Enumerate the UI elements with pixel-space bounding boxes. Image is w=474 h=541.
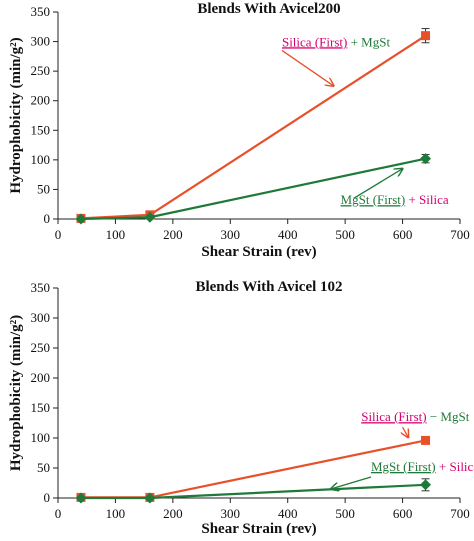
- data-point-silica-first: [421, 31, 431, 41]
- y-tick-label: 150: [31, 122, 51, 137]
- y-tick-label: 100: [31, 430, 51, 445]
- annotation-label-mgst-first: MgSt (First) + Silica: [341, 192, 449, 207]
- y-tick-label: 0: [44, 490, 51, 505]
- x-tick-label: 600: [393, 506, 413, 521]
- y-tick-label: 200: [31, 370, 51, 385]
- x-tick-label: 500: [335, 227, 355, 242]
- x-axis-label: Shear Strain (rev): [201, 521, 316, 537]
- series-line-mgst-first: [80, 157, 426, 221]
- annotation-arrow: [353, 169, 403, 199]
- x-tick-label: 200: [163, 506, 183, 521]
- annotation-label-mgst-first: MgSt (First) + Silica: [371, 459, 474, 474]
- y-tick-label: 300: [31, 34, 51, 49]
- y-tick-label: 250: [31, 340, 51, 355]
- y-tick-label: 350: [31, 4, 51, 19]
- x-tick-label: 0: [55, 506, 62, 521]
- annotation-label-part: Silica (First): [361, 409, 426, 424]
- x-tick-label: 300: [221, 506, 241, 521]
- chart-panel-1: 0 50 100 150 200 250 300 350 0 100 200 300 400 500 600…: [8, 1, 470, 260]
- x-tick-label: 500: [335, 506, 355, 521]
- annotation-arrow: [331, 476, 372, 489]
- annotation-label-part: − MgSt: [427, 409, 470, 424]
- x-tick-label: 400: [278, 227, 298, 242]
- x-tick-label: 200: [163, 227, 183, 242]
- data-point-mgst-first: [75, 492, 87, 504]
- x-tick-label: 700: [450, 506, 470, 521]
- annotation-label-part: Silica (First): [282, 34, 347, 49]
- y-axis-label: Hydrophobicity (min/g²): [8, 37, 24, 193]
- annotation-label-part: MgSt (First): [341, 192, 406, 207]
- data-point-mgst-first: [144, 211, 156, 223]
- y-tick-label: 300: [31, 310, 51, 325]
- y-tick-label: 250: [31, 63, 51, 78]
- series-line-mgst-first: [80, 483, 426, 500]
- y-tick-label: 200: [31, 93, 51, 108]
- y-tick-label: 100: [31, 152, 51, 167]
- x-axis-label: Shear Strain (rev): [201, 244, 316, 260]
- y-tick-label: 50: [37, 181, 50, 196]
- annotation-label-part: + MgSt: [347, 34, 390, 49]
- chart-panel-2: 0 50 100 150 200 250 300 350 0 100 200 300 400 500 600…: [8, 279, 474, 537]
- annotation-label-part: MgSt (First): [371, 459, 436, 474]
- y-tick-label: 150: [31, 400, 51, 415]
- x-tick-label: 0: [55, 227, 62, 242]
- data-point-mgst-first: [420, 153, 432, 165]
- y-tick-label: 50: [37, 460, 50, 475]
- annotation-label-part: + Silica: [405, 192, 449, 207]
- x-tick-label: 100: [106, 227, 126, 242]
- annotation-label-part: + Silica: [436, 459, 474, 474]
- annotation-label-silica-first: Silica (First) + MgSt: [282, 34, 390, 49]
- annotation-arrow: [281, 49, 334, 85]
- data-point-mgst-first: [75, 213, 87, 225]
- annotation-label-silica-first: Silica (First) − MgSt: [361, 409, 469, 424]
- x-tick-label: 700: [450, 227, 470, 242]
- y-tick-label: 0: [44, 211, 51, 226]
- y-axis-label: Hydrophobicity (min/g²): [8, 315, 24, 471]
- x-tick-label: 400: [278, 506, 298, 521]
- y-tick-label: 350: [31, 280, 51, 295]
- x-tick-label: 600: [393, 227, 413, 242]
- data-point-silica-first: [421, 435, 431, 445]
- data-point-mgst-first: [420, 479, 432, 491]
- annotation-arrow: [403, 426, 409, 437]
- x-tick-label: 100: [106, 506, 126, 521]
- series-line-silica-first: [80, 34, 427, 220]
- data-point-mgst-first: [144, 492, 156, 504]
- x-tick-label: 300: [221, 227, 241, 242]
- chart-title: Blends With Avicel200: [197, 1, 340, 17]
- chart-title: Blends With Avicel 102: [195, 279, 342, 295]
